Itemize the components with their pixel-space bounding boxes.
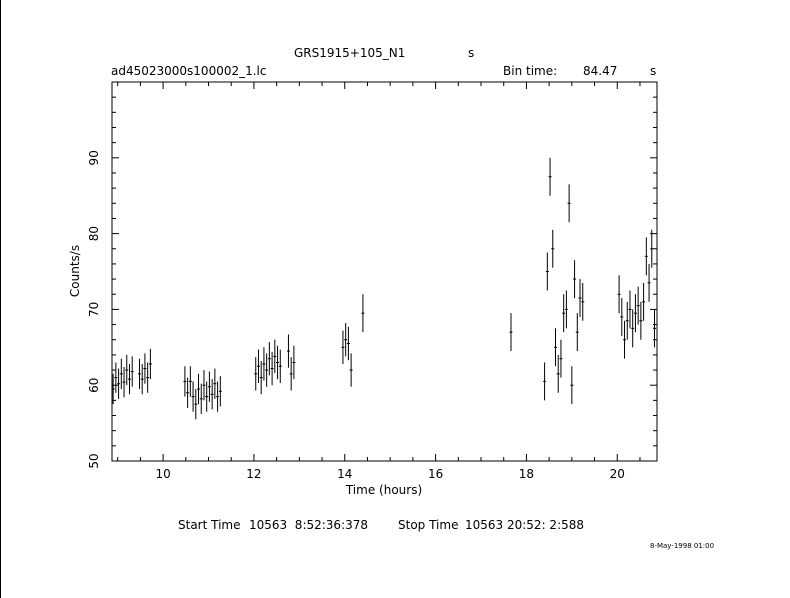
bin-time-unit: s [650, 64, 657, 78]
plot-timestamp: 8-May-1998 01:00 [650, 542, 715, 550]
data-points [111, 157, 657, 420]
bin-time-label: Bin time: [503, 64, 558, 78]
window-edge [0, 0, 1, 598]
start-time-label: Start Time [178, 518, 241, 532]
plot-title-unit: s [468, 46, 475, 60]
plot-title-object: GRS1915+105_N1 [294, 46, 406, 60]
y-tick-label: 80 [87, 226, 101, 241]
x-tick-label: 10 [155, 467, 170, 481]
y-tick-label: 50 [87, 453, 101, 468]
axis-ticks [112, 81, 657, 462]
stop-time-value: 10563 20:52: 2:588 [465, 518, 585, 532]
bin-time-value: 84.47 [583, 64, 618, 78]
lightcurve-filename: ad45023000s100002_1.lc [111, 64, 267, 78]
plot-frame [111, 81, 658, 462]
y-tick-label: 60 [87, 378, 101, 393]
y-tick-label: 70 [87, 302, 101, 317]
x-tick-label: 14 [337, 467, 352, 481]
y-axis-label: Counts/s [68, 245, 82, 297]
y-tick-label: 90 [87, 150, 101, 165]
x-tick-label: 16 [428, 467, 443, 481]
x-tick-label: 18 [519, 467, 534, 481]
tick-labels: 10 12 14 16 18 20 50 60 70 80 90 [87, 150, 625, 481]
start-time-value: 10563 8:52:36:378 [249, 518, 369, 532]
x-axis-label: Time (hours) [345, 483, 422, 497]
stop-time-label: Stop Time [398, 518, 459, 532]
x-tick-label: 12 [246, 467, 261, 481]
x-tick-label: 20 [610, 467, 625, 481]
